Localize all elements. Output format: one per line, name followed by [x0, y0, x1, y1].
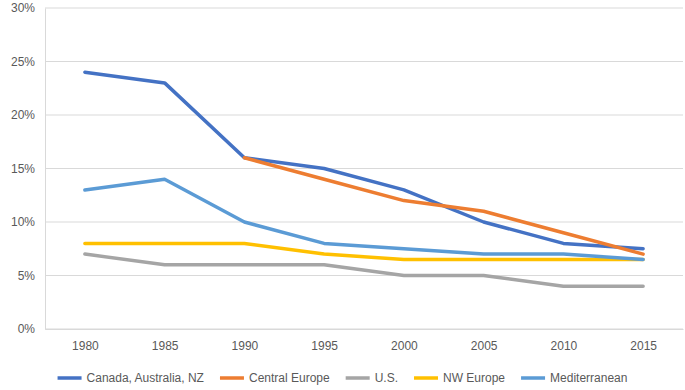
plot-area — [85, 72, 643, 286]
x-tick: 1995 — [311, 329, 338, 353]
x-tick: 2015 — [630, 329, 657, 353]
legend: Canada, Australia, NZ Central Europe U.S. N… — [58, 371, 628, 385]
x-tick-label: 1985 — [152, 339, 179, 353]
grid — [45, 8, 683, 329]
legend-label: Canada, Australia, NZ — [87, 371, 204, 385]
x-tick: 2000 — [391, 329, 418, 353]
y-tick-label: 10% — [11, 215, 35, 229]
x-tick-label: 1995 — [311, 339, 338, 353]
legend-label: U.S. — [375, 371, 398, 385]
legend-item: Canada, Australia, NZ — [58, 371, 204, 385]
x-tick-label: 2005 — [471, 339, 498, 353]
legend-swatch — [521, 376, 545, 380]
y-tick-label: 5% — [18, 269, 36, 283]
y-tick: 25% — [11, 55, 45, 69]
x-axis-line — [46, 329, 684, 330]
legend-swatch — [346, 376, 370, 380]
x-tick-label: 2000 — [391, 339, 418, 353]
legend-label: Mediterranean — [550, 371, 627, 385]
y-tick: 30% — [11, 1, 45, 15]
y-tick-label: 20% — [11, 108, 35, 122]
x-tick: 1980 — [72, 329, 99, 353]
grid-line — [45, 329, 683, 330]
x-tick-label: 2015 — [630, 339, 657, 353]
y-tick: 0% — [18, 322, 45, 336]
y-axis-line — [45, 9, 46, 330]
legend-label: Central Europe — [249, 371, 330, 385]
x-tick: 1985 — [152, 329, 179, 353]
y-tick: 15% — [11, 162, 45, 176]
legend-item: Central Europe — [220, 371, 330, 385]
y-axis: 0% 5% 10% 15% 20% 25% 30% — [11, 1, 46, 336]
chart: 0% 5% 10% 15% 20% 25% 30% 1980 1985 1990 1995 2000 2… — [0, 0, 685, 390]
y-tick-label: 30% — [11, 1, 35, 15]
y-tick-label: 0% — [18, 322, 36, 336]
y-tick: 20% — [11, 108, 45, 122]
x-tick-label: 1990 — [232, 339, 259, 353]
x-tick: 2005 — [471, 329, 498, 353]
legend-item: U.S. — [346, 371, 398, 385]
x-tick-label: 2010 — [551, 339, 578, 353]
grid-line — [45, 8, 683, 9]
grid-line — [45, 168, 683, 169]
x-tick: 2010 — [551, 329, 578, 353]
grid-line — [45, 115, 683, 116]
x-tick-label: 1980 — [72, 339, 99, 353]
x-axis: 1980 1985 1990 1995 2000 2005 2010 2015 — [46, 329, 684, 353]
grid-line — [45, 222, 683, 223]
grid-line — [45, 275, 683, 276]
legend-swatch — [220, 376, 244, 380]
grid-line — [45, 61, 683, 62]
legend-label: NW Europe — [443, 371, 505, 385]
legend-item: Mediterranean — [521, 371, 627, 385]
legend-item: NW Europe — [414, 371, 505, 385]
y-tick: 10% — [11, 215, 45, 229]
legend-swatch — [58, 376, 82, 380]
series-line — [85, 72, 643, 249]
legend-swatch — [414, 376, 438, 380]
y-tick: 5% — [18, 269, 45, 283]
y-tick-label: 15% — [11, 162, 35, 176]
series-line — [85, 179, 643, 259]
x-tick: 1990 — [232, 329, 259, 353]
y-tick-label: 25% — [11, 55, 35, 69]
